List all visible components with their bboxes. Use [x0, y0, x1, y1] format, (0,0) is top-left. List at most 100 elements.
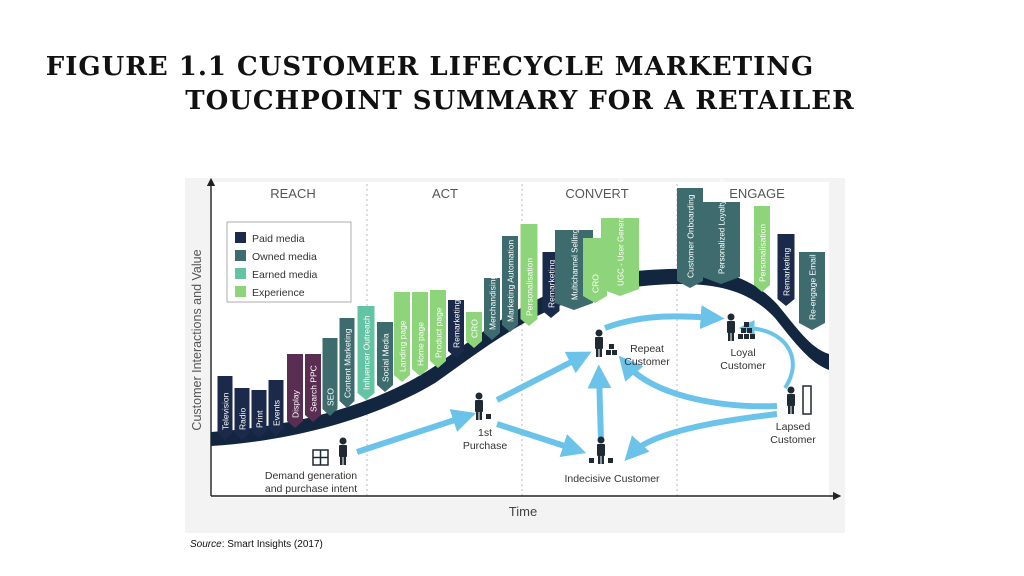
- touchpoint-label: Events: [272, 400, 282, 426]
- lifecycle-curve: [211, 268, 829, 446]
- touchpoint-pennant: [357, 306, 375, 400]
- legend-swatch-paid: [235, 232, 246, 243]
- stage-label-loyal-line1: Loyal: [730, 347, 755, 359]
- arrow-lapsed-to-repeat: [618, 355, 778, 410]
- stage-label-first-line2: Purchase: [463, 440, 508, 452]
- person-icon-first-purchase: [475, 392, 491, 420]
- touchpoint-label: Remarketing: [782, 248, 792, 296]
- touchpoint-label: Personalisation: [525, 258, 535, 316]
- touchpoint-pennant: [305, 354, 321, 422]
- person-icon-demand: [339, 437, 347, 465]
- touchpoint-label: Radio: [238, 408, 248, 430]
- touchpoint-pennant: [234, 388, 250, 440]
- touchpoint-pennant: [520, 224, 538, 326]
- legend: Paid media Owned media Earned media Expe…: [226, 221, 352, 303]
- touchpoint-label: Merchandising: [488, 274, 498, 330]
- touchpoint-label: Content Marketing: [343, 328, 353, 398]
- touchpoint-pennant: [702, 202, 740, 284]
- person-icon-indecisive: [589, 436, 613, 464]
- touchpoint-label: Personalized Loyalty Program: [718, 178, 727, 274]
- touchpoint-label: Print: [255, 410, 265, 428]
- touchpoint-pennant: [339, 318, 355, 408]
- phase-engage: ENGAGE: [729, 186, 785, 201]
- journey-arrows: [356, 305, 795, 462]
- phase-reach: REACH: [270, 186, 316, 201]
- legend-label-earned: Earned media: [252, 269, 318, 281]
- touchpoint-pennant: [799, 252, 825, 330]
- source-note: Source: Smart Insights (2017): [190, 539, 323, 550]
- lifecycle-diagram: REACH ACT CONVERT ENGAGE Television Radio…: [185, 178, 845, 533]
- source-label: Source: [190, 539, 222, 550]
- touchpoint-label: Remarketing: [547, 260, 557, 308]
- touchpoint-label: Product page: [434, 307, 444, 358]
- touchpoint-pennant: [287, 354, 303, 428]
- stage-label-indecisive: Indecisive Customer: [564, 473, 660, 485]
- touchpoint-pennant: [754, 206, 770, 292]
- touchpoint-label: Television: [221, 392, 231, 430]
- touchpoint-pennant: [777, 234, 795, 306]
- touchpoint-pennant: [677, 188, 703, 288]
- touchpoint-pennant: [394, 292, 410, 382]
- stage-label-demand-line1: Demand generation: [265, 470, 357, 482]
- touchpoint-label: Re-engage Email Program: [808, 219, 818, 320]
- touchpoint-pennant: [251, 390, 267, 438]
- touchpoint-label: UGC - User Generated Content: [617, 178, 626, 286]
- stage-label-demand-line2: and purchase intent: [265, 483, 357, 495]
- touchpoint-label: Personalisation: [758, 224, 768, 282]
- legend-label-paid: Paid media: [252, 233, 305, 245]
- touchpoint-pennant: [268, 380, 284, 436]
- touchpoint-pennant: [322, 338, 338, 416]
- x-axis-label: Time: [509, 504, 537, 519]
- arrow-first-to-indecisive: [496, 421, 587, 457]
- legend-swatch-owned: [235, 250, 246, 261]
- touchpoint-pennant: [484, 278, 500, 340]
- touchpoint-label: Social Media: [381, 333, 391, 382]
- stage-label-loyal-line2: Customer: [720, 360, 766, 372]
- arrow-repeat-to-loyal: [603, 305, 725, 331]
- stage-icons: [312, 313, 812, 466]
- basket-icon: [312, 449, 329, 466]
- figure-title-line-2: TOUCHPOINT SUMMARY FOR A RETAILER: [185, 86, 855, 116]
- arrow-first-to-repeat: [495, 351, 592, 403]
- touchpoint-label: CRO: [591, 274, 601, 293]
- person-icon-repeat: [595, 329, 617, 357]
- stage-label-lapsed-line2: Customer: [770, 434, 816, 446]
- y-axis-label: Customer Interactions and Value: [190, 249, 204, 430]
- touchpoint-label: SEO: [326, 388, 336, 406]
- touchpoint-label: CRO: [470, 319, 480, 338]
- touchpoint-pennant: [430, 290, 446, 368]
- touchpoint-pennant: [412, 292, 428, 376]
- arrow-lapsed-to-indecisive: [624, 411, 778, 462]
- touchpoint-pennant: [601, 218, 639, 296]
- touchpoint-pennant: [377, 322, 393, 392]
- touchpoint-label: Influencer Outreach: [362, 315, 372, 390]
- touchpoint-label: Search PPC: [309, 365, 319, 412]
- person-icon-lapsed: [787, 385, 812, 415]
- arrow-loyal-loop: [738, 320, 795, 390]
- touchpoint-pennant: [217, 376, 233, 440]
- stage-label-lapsed-line1: Lapsed: [776, 421, 811, 433]
- touchpoint-label: Remarketing: [452, 300, 462, 348]
- touchpoint-pennant: [502, 236, 518, 332]
- touchpoint-pennant: [466, 312, 482, 348]
- person-icon-loyal: [727, 313, 755, 341]
- source-text: : Smart Insights (2017): [221, 539, 323, 550]
- touchpoint-label: Display: [291, 389, 301, 418]
- touchpoint-label: Customer Onboarding: [686, 194, 696, 278]
- arrow-indecisive-to-repeat: [587, 364, 612, 441]
- phase-convert: CONVERT: [565, 186, 628, 201]
- legend-swatch-earned: [235, 268, 246, 279]
- touchpoint-label: Marketing Automation: [506, 240, 516, 322]
- figure-title-line-1: FIGURE 1.1 CUSTOMER LIFECYCLE MARKETING: [45, 52, 815, 82]
- touchpoint-label: Landing page: [398, 320, 408, 372]
- legend-box: [226, 221, 352, 303]
- touchpoint-label: Home page: [416, 322, 426, 366]
- arrow-demand-to-first: [356, 409, 477, 455]
- phase-act: ACT: [432, 186, 458, 201]
- touchpoint-pennant: [448, 300, 464, 358]
- stage-label-first-line1: 1st: [478, 427, 492, 439]
- legend-label-owned: Owned media: [252, 251, 317, 263]
- touchpoint-group: Television Radio Print Events Display Search …: [217, 178, 825, 440]
- stage-label-repeat-line1: Repeat: [630, 343, 664, 355]
- touchpoint-label: Multichannel Selling: [571, 229, 580, 300]
